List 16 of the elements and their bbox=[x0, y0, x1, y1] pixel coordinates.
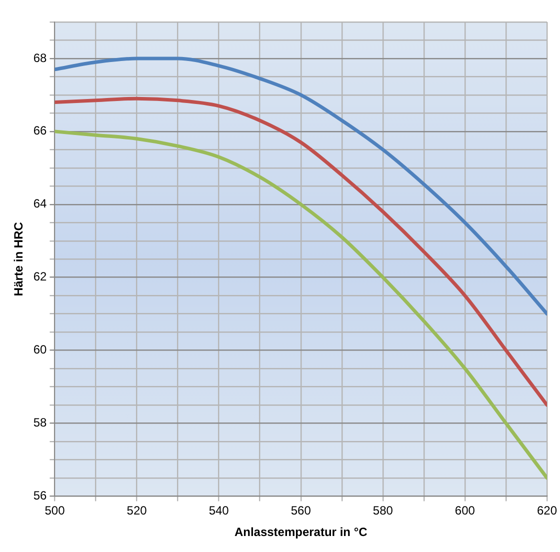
y-tick-label: 60 bbox=[33, 342, 48, 357]
y-tick-label: 56 bbox=[33, 488, 48, 503]
y-tick-label: 58 bbox=[33, 416, 48, 430]
x-tick-label: 500 bbox=[44, 504, 66, 518]
y-tick-label: 62 bbox=[33, 270, 48, 284]
x-axis-title: Anlasstemperatur in °C bbox=[234, 525, 368, 540]
x-tick-label: 580 bbox=[372, 504, 394, 518]
x-tick-label: 540 bbox=[208, 504, 230, 518]
x-tick-label: 600 bbox=[454, 504, 476, 518]
y-tick-label: 66 bbox=[33, 124, 48, 138]
y-tick-label: 64 bbox=[33, 196, 48, 211]
x-tick-label: 560 bbox=[290, 504, 312, 518]
x-tick-label: 520 bbox=[126, 504, 148, 518]
x-tick-label: 620 bbox=[536, 504, 558, 518]
y-axis-title: Härte in HRC bbox=[12, 222, 26, 296]
y-tick-label: 68 bbox=[33, 50, 48, 65]
